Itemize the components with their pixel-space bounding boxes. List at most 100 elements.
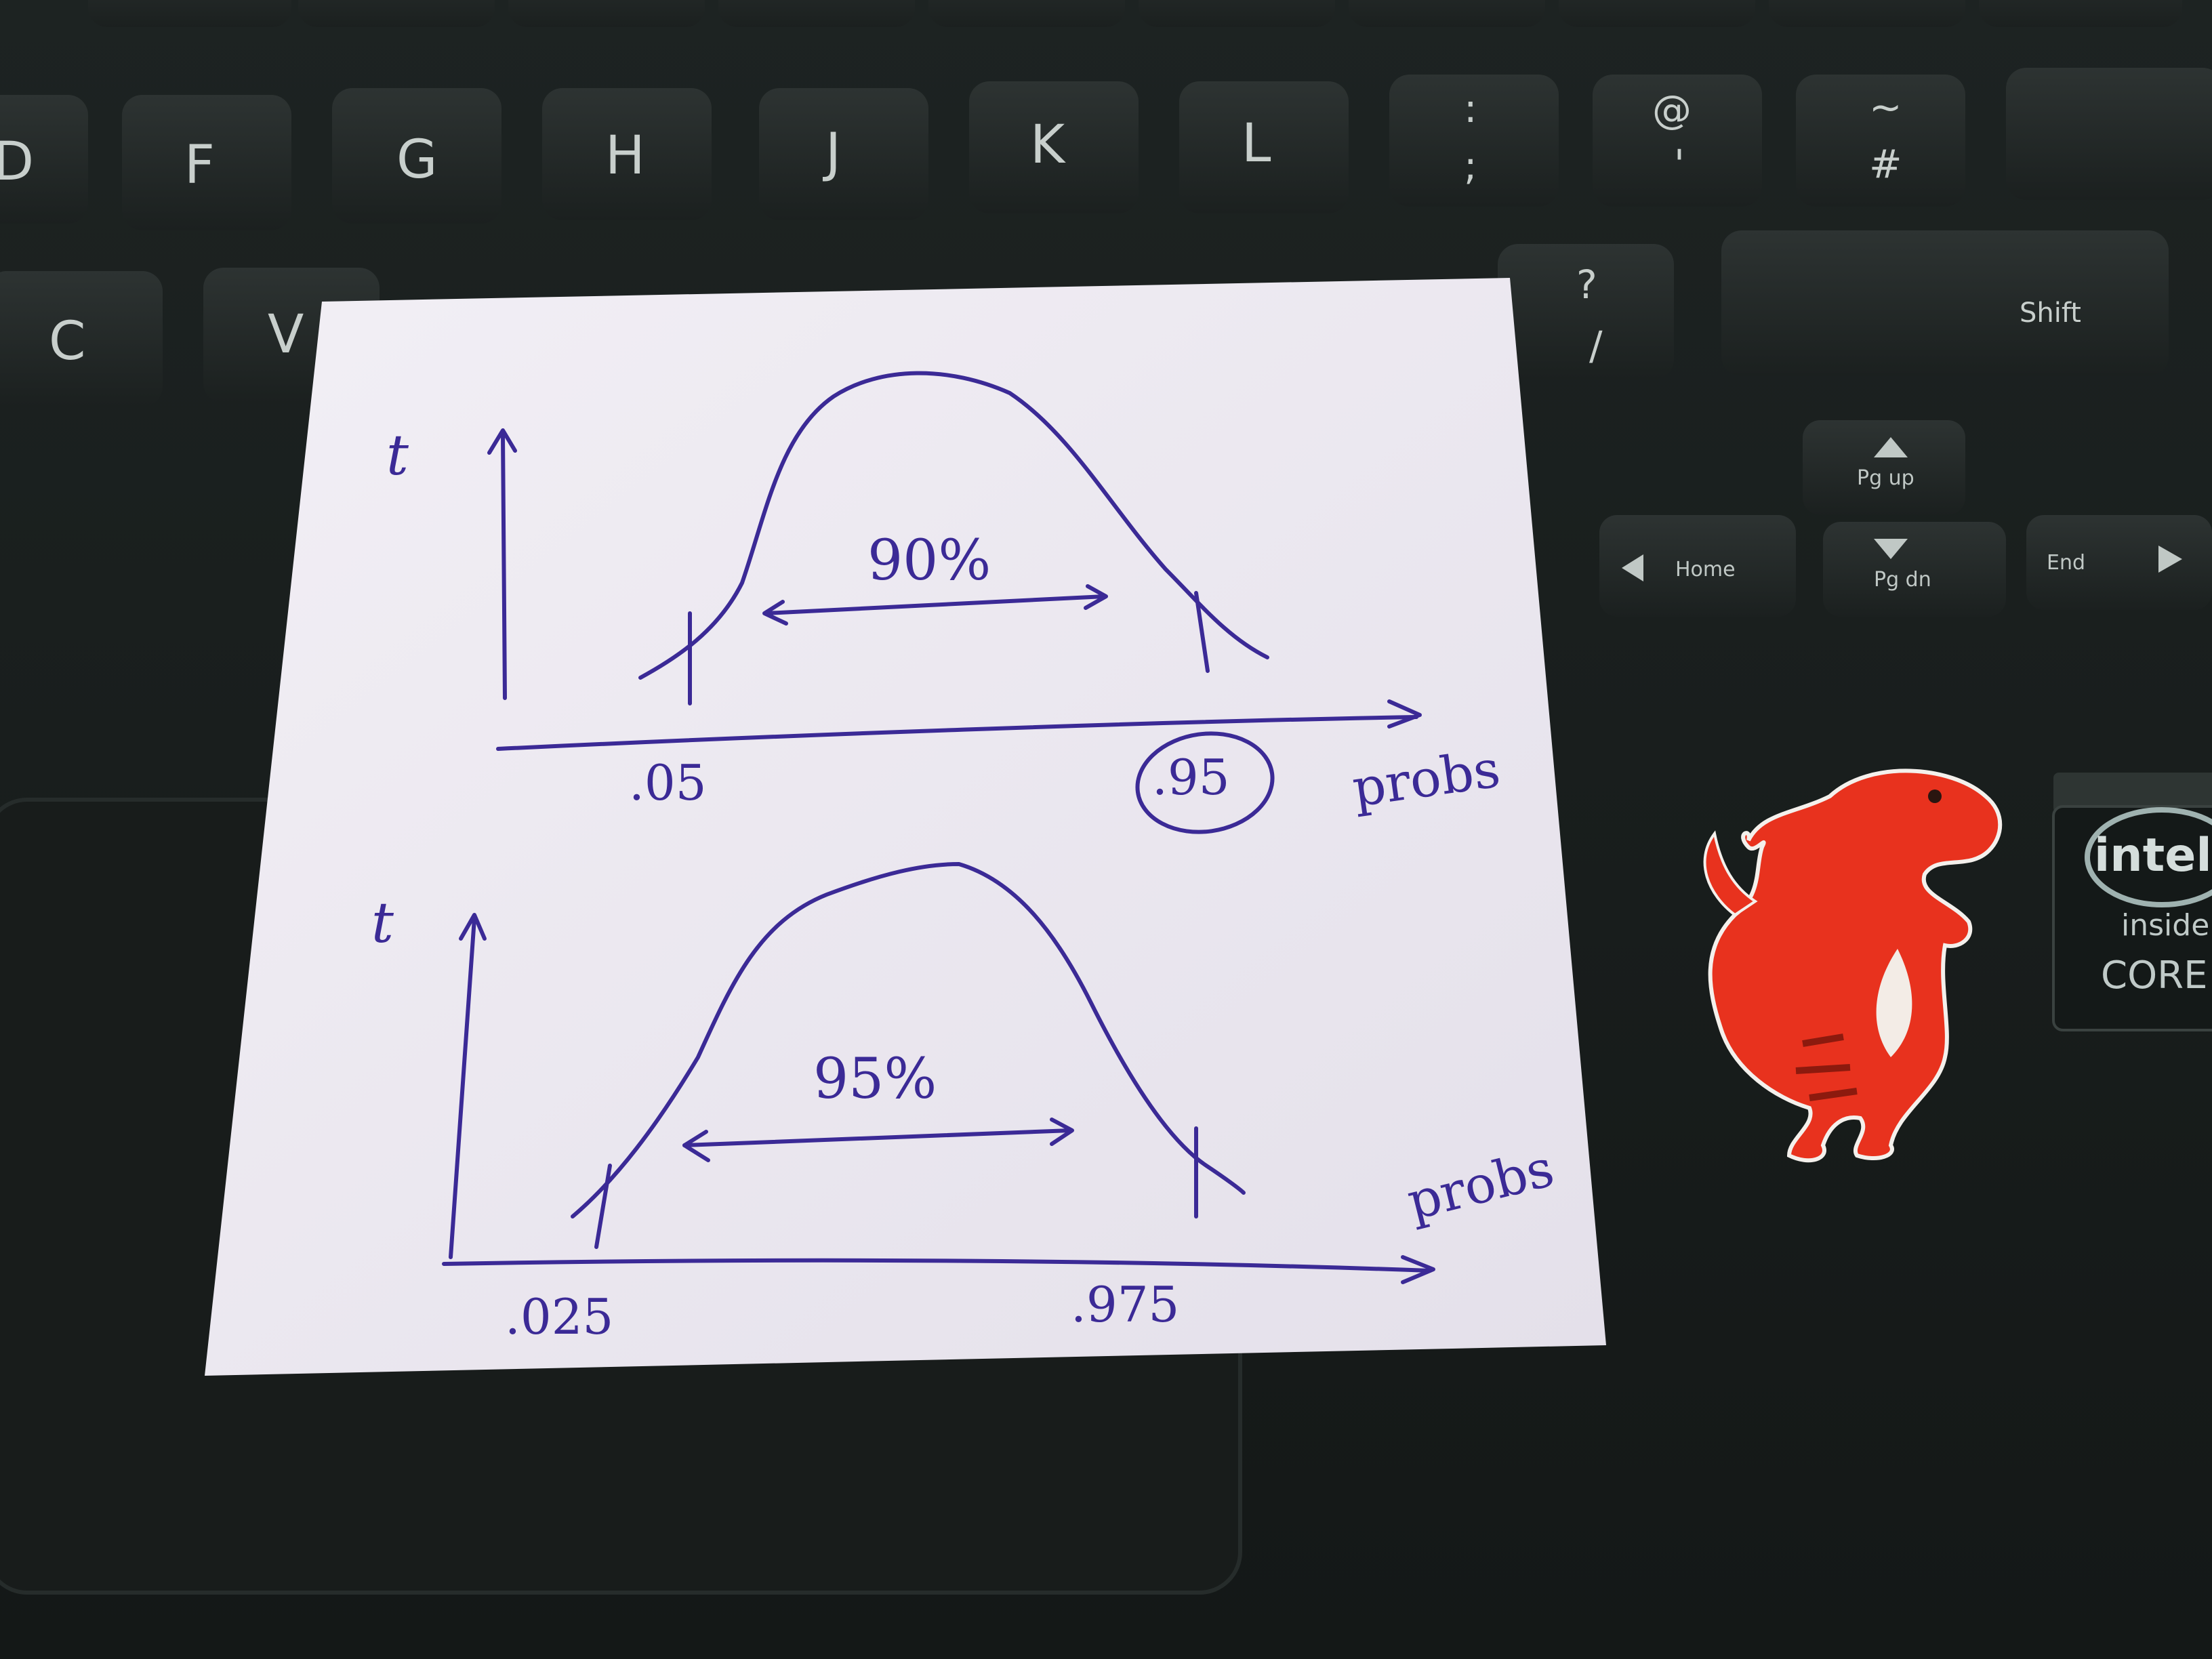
key-top-8[interactable] [1559, 0, 1755, 27]
key-label-f: F [184, 135, 215, 196]
key-label-end: End [2047, 551, 2085, 575]
sticker-body [2052, 805, 2212, 1031]
arrow-left-icon [1622, 554, 1643, 581]
top-interval-right-head [1084, 584, 1108, 610]
dino-stripes [1795, 1033, 1858, 1101]
dino-tail [1703, 830, 1758, 917]
key-semicolon[interactable] [1389, 75, 1559, 207]
key-label-j: J [822, 123, 841, 184]
top-plot [487, 371, 1422, 834]
key-top-5[interactable] [928, 0, 1125, 27]
key-label-shift: Shift [2020, 298, 2081, 329]
key-label-d: D [0, 131, 34, 192]
navigation-keys [1599, 420, 2212, 617]
top-left-tick-label: .05 [629, 754, 707, 811]
key-label-pgdn: Pg dn [1874, 568, 1931, 592]
keyboard-bottom-row [0, 230, 2169, 407]
arrow-up-icon [1874, 437, 1908, 457]
bottom-row-labels: C V ? / Shift [49, 262, 2081, 372]
top-right-circle [1135, 731, 1275, 834]
dino-body [1708, 769, 2003, 1163]
key-label-k: K [1030, 115, 1066, 176]
key-label-tilde: ~ [1869, 84, 1902, 130]
top-y-label: t [386, 424, 409, 488]
arrow-down-icon [1874, 539, 1908, 559]
key-label-slash: / [1589, 323, 1603, 369]
top-right-tick-label: .95 [1152, 749, 1230, 806]
intel-swoosh [2085, 807, 2212, 907]
key-top-10[interactable] [1979, 0, 2182, 27]
bottom-y-axis [449, 916, 476, 1259]
key-k[interactable] [969, 81, 1139, 213]
key-d[interactable] [0, 95, 88, 224]
keyboard-top-row [88, 0, 2182, 27]
bottom-interval-line [682, 1128, 1073, 1147]
dino-belly [1876, 949, 1912, 1057]
key-shift[interactable] [1721, 230, 2169, 376]
key-label-g: G [396, 129, 437, 190]
bottom-left-tick-label: .025 [505, 1288, 613, 1345]
bottom-interval-label: 95% [813, 1047, 937, 1111]
dino-eye [1928, 790, 1942, 803]
arrow-right-icon [2158, 546, 2182, 573]
key-top-6[interactable] [1139, 0, 1335, 27]
key-label-c: C [49, 311, 85, 372]
bottom-right-tick-label: .975 [1071, 1276, 1179, 1333]
top-x-arrow [1387, 699, 1422, 729]
key-g[interactable] [332, 88, 501, 224]
key-f[interactable] [122, 95, 291, 230]
key-end[interactable] [2026, 515, 2212, 610]
key-label-v: V [268, 304, 304, 365]
key-hash[interactable] [1796, 75, 1965, 207]
key-h[interactable] [542, 88, 712, 220]
key-label-apostrophe: ' [1674, 141, 1685, 187]
top-bell-curve [638, 371, 1269, 680]
key-enter[interactable] [2006, 68, 2212, 200]
key-label-hash: # [1869, 141, 1902, 187]
key-top-9[interactable] [1769, 0, 1965, 27]
key-top-1[interactable] [88, 0, 291, 27]
key-label-question: ? [1576, 262, 1597, 308]
key-top-3[interactable] [508, 0, 705, 27]
intel-sticker: intel inside CORE [2052, 773, 2212, 1031]
bottom-bell-curve [571, 862, 1246, 1218]
intel-inside-text: inside [2121, 908, 2209, 943]
key-slash[interactable] [1498, 244, 1674, 380]
key-label-home: Home [1675, 558, 1736, 581]
bottom-interval-left-head [682, 1130, 710, 1162]
key-top-4[interactable] [718, 0, 915, 27]
key-top-2[interactable] [298, 0, 495, 27]
key-label-h: H [605, 125, 645, 186]
key-j[interactable] [759, 88, 928, 220]
top-right-cutoff [1194, 591, 1210, 673]
navigation-labels: Pg up Home Pg dn End [1622, 437, 2182, 592]
top-y-axis [501, 432, 507, 700]
key-pgup[interactable] [1803, 420, 1965, 515]
bottom-plot [442, 862, 1435, 1284]
top-x-axis [496, 715, 1418, 751]
bottom-x-axis [442, 1258, 1432, 1273]
intel-brand-text: intel [2094, 829, 2212, 882]
intel-core-text: CORE [2101, 954, 2207, 998]
bottom-y-arrow [459, 913, 487, 941]
key-label-pgup: Pg up [1857, 466, 1914, 490]
key-label-l: L [1242, 113, 1271, 174]
bottom-interval-right-head [1050, 1118, 1074, 1146]
keyboard-home-row [0, 68, 2212, 230]
paper-note [205, 278, 1606, 1376]
key-home[interactable] [1599, 515, 1796, 617]
key-c[interactable] [0, 271, 163, 407]
key-label-at: @ [1652, 87, 1692, 133]
dinosaur-sticker [1703, 769, 2003, 1163]
bottom-y-label: t [371, 891, 394, 956]
key-l[interactable] [1179, 81, 1349, 213]
top-y-arrow [487, 428, 517, 455]
key-at[interactable] [1593, 75, 1762, 207]
key-top-7[interactable] [1349, 0, 1545, 27]
top-interval-left-head [762, 600, 788, 626]
home-row-symbols: : ; @ ' ~ # [1464, 84, 1902, 189]
top-interval-line [764, 594, 1107, 615]
bottom-x-arrow [1401, 1255, 1435, 1284]
key-pgdn[interactable] [1823, 522, 2006, 617]
